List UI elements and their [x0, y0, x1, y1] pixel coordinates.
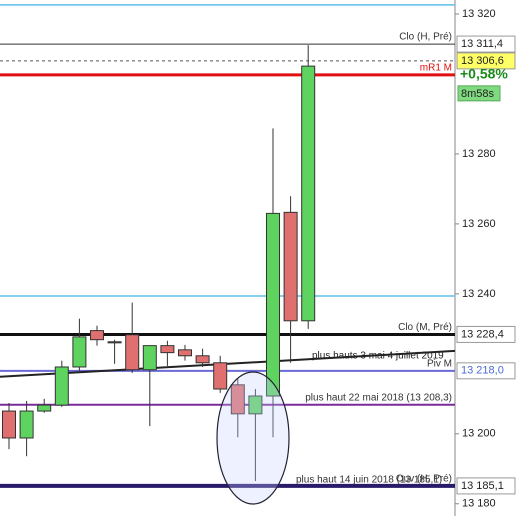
candle-body — [248, 395, 263, 415]
trendline-label: plus hauts 3 mai 4 juillet 2019 — [312, 351, 444, 362]
y-tick-label: 13 280 — [462, 148, 496, 160]
price-tag-label: 13 311,4 — [461, 38, 503, 50]
candle-body — [178, 349, 192, 357]
price-tag-label: 13 185,1 — [461, 480, 504, 492]
level-label: Piv M — [427, 358, 452, 369]
candle-body — [266, 212, 280, 397]
candle-body — [125, 334, 140, 371]
y-tick-label: 13 200 — [462, 428, 496, 440]
price-tag — [456, 52, 516, 70]
candle-body — [54, 366, 69, 406]
level-note: plus haut 14 juin 2018 (13 185,1) — [296, 475, 442, 486]
candle-body — [301, 65, 316, 322]
candle-body — [283, 211, 298, 322]
level-label: Clo (H, Pré) — [399, 32, 452, 43]
y-tick-label: 13 240 — [462, 288, 496, 300]
candle-body — [19, 410, 34, 439]
price-tag — [456, 35, 516, 53]
level-label: Clo (M, Pré) — [398, 322, 452, 333]
price-tag-label: 13 218,0 — [461, 365, 504, 377]
level-label: plus haut 22 mai 2018 (13 208,3) — [305, 392, 452, 403]
last-change: +0,58% — [460, 66, 508, 82]
y-tick-label: 13 320 — [462, 8, 496, 20]
level-label: mR1 M — [420, 63, 452, 74]
candle-body — [37, 404, 52, 412]
candle-body — [2, 410, 16, 439]
candle-body — [142, 345, 157, 371]
candle-body — [213, 362, 228, 390]
price-tag — [456, 325, 516, 343]
y-tick-label: 13 180 — [462, 498, 496, 510]
price-tag — [456, 362, 516, 380]
candle-body — [90, 330, 104, 341]
price-tag — [456, 477, 516, 495]
candle-body — [160, 345, 175, 354]
y-tick-label: 13 260 — [462, 218, 496, 230]
countdown-box — [457, 85, 501, 102]
highlight-ellipse — [216, 371, 290, 505]
price-tag-label: 13 228,4 — [461, 328, 504, 340]
trendline — [0, 349, 456, 378]
candle-body — [195, 355, 210, 364]
candle-body — [230, 384, 245, 415]
countdown: 8m58s — [461, 88, 495, 100]
level-label: Ouv (H, Pré) — [396, 474, 452, 485]
candle-body — [107, 341, 122, 344]
candle-body — [72, 336, 87, 368]
price-tag-label: 13 306,6 — [461, 55, 504, 67]
